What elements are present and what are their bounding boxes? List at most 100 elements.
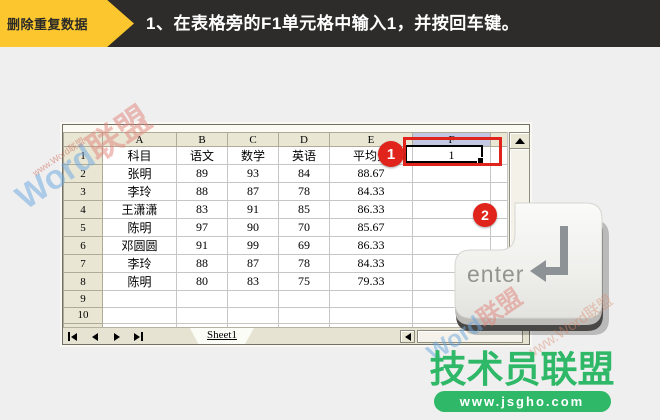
cell[interactable]: 陈明 — [102, 218, 177, 237]
first-sheet-button[interactable] — [65, 330, 80, 343]
sheet-row: 1 科目 语文 数学 英语 平均分 1 — [63, 146, 516, 165]
select-all-corner[interactable] — [63, 132, 103, 147]
row-header-2[interactable]: 2 — [63, 164, 103, 183]
highlight-rectangle-f1 — [403, 137, 502, 166]
prev-sheet-button[interactable] — [87, 330, 102, 343]
cell[interactable]: 93 — [227, 164, 279, 183]
cell[interactable] — [278, 290, 330, 308]
banner-tag-arrow: 删除重复数据 — [0, 0, 134, 47]
banner: 删除重复数据 1、在表格旁的F1单元格中输入1，并按回车键。 — [0, 0, 660, 47]
cell[interactable]: 84.33 — [329, 254, 413, 273]
cell[interactable]: 邓圆圆 — [102, 236, 177, 255]
banner-tag-label: 删除重复数据 — [7, 17, 89, 32]
sheet-row: 2 张明 89 93 84 88.67 — [63, 164, 516, 183]
cell[interactable]: 陈明 — [102, 272, 177, 291]
cell[interactable] — [102, 306, 177, 325]
cell[interactable]: 78 — [278, 182, 330, 201]
row-header-6[interactable]: 6 — [63, 236, 103, 255]
cell[interactable]: 数学 — [227, 146, 279, 165]
row-header-9[interactable]: 9 — [63, 290, 103, 308]
cell[interactable] — [176, 290, 228, 308]
column-header-D[interactable]: D — [278, 132, 330, 147]
step-1-badge: 1 — [378, 141, 404, 167]
cell[interactable]: 英语 — [278, 146, 330, 165]
row-header-10[interactable]: 10 — [63, 306, 103, 325]
cell[interactable]: 80 — [176, 272, 228, 291]
scroll-left-button[interactable] — [400, 330, 415, 343]
cell[interactable]: 78 — [278, 254, 330, 273]
step-2-badge: 2 — [473, 203, 497, 227]
cell[interactable]: 97 — [176, 218, 228, 237]
cell[interactable]: 88 — [176, 254, 228, 273]
row-header-7[interactable]: 7 — [63, 254, 103, 273]
last-sheet-button[interactable] — [131, 330, 146, 343]
sheet-tab[interactable]: Sheet1 — [190, 328, 254, 344]
left-arrow-icon — [71, 332, 77, 341]
cell[interactable]: 69 — [278, 236, 330, 255]
cell[interactable]: 89 — [176, 164, 228, 183]
cell[interactable]: 科目 — [102, 146, 177, 165]
return-arrow-icon — [530, 226, 568, 282]
enter-key-label: enter — [467, 261, 524, 287]
row-header-1[interactable]: 1 — [63, 146, 103, 165]
left-arrow-icon — [404, 332, 411, 341]
column-header-B[interactable]: B — [176, 132, 228, 147]
cell[interactable] — [412, 200, 491, 219]
next-sheet-button[interactable] — [109, 330, 124, 343]
column-header-C[interactable]: C — [227, 132, 279, 147]
left-arrow-icon — [91, 332, 98, 341]
site-logo: 技术员联盟 www.jsgho.com — [427, 349, 617, 412]
cell[interactable]: 语文 — [176, 146, 228, 165]
sheet-row: 5 陈明 97 90 70 85.67 — [63, 218, 516, 237]
cell[interactable]: 91 — [176, 236, 228, 255]
cell[interactable]: 91 — [227, 200, 279, 219]
cell[interactable]: 李玲 — [102, 254, 177, 273]
instruction-text: 1、在表格旁的F1单元格中输入1，并按回车键。 — [146, 14, 520, 33]
cell[interactable] — [227, 306, 279, 325]
sheet-row: 6 邓圆圆 91 99 69 86.33 — [63, 236, 516, 255]
cell[interactable]: 李玲 — [102, 182, 177, 201]
cell[interactable]: 79.33 — [329, 272, 413, 291]
cell[interactable]: 75 — [278, 272, 330, 291]
cell[interactable]: 张明 — [102, 164, 177, 183]
cell[interactable]: 84 — [278, 164, 330, 183]
cell[interactable] — [278, 306, 330, 325]
row-header-5[interactable]: 5 — [63, 218, 103, 237]
cell[interactable] — [329, 290, 413, 308]
spreadsheet-top-strip — [63, 125, 529, 132]
cell[interactable] — [329, 306, 413, 325]
cell[interactable]: 85 — [278, 200, 330, 219]
site-logo-title: 技术员联盟 — [429, 349, 615, 390]
cell[interactable]: 85.67 — [329, 218, 413, 237]
scroll-up-button[interactable] — [509, 132, 530, 149]
cell[interactable] — [102, 290, 177, 308]
cell[interactable]: 83 — [176, 200, 228, 219]
cell[interactable] — [227, 290, 279, 308]
cell[interactable] — [176, 306, 228, 325]
right-arrow-icon — [134, 332, 140, 341]
cell[interactable]: 87 — [227, 254, 279, 273]
sheet-tab-bar: Sheet1 — [63, 327, 529, 344]
cell[interactable] — [412, 164, 491, 183]
cell[interactable]: 88.67 — [329, 164, 413, 183]
bar-icon — [141, 332, 143, 341]
cell[interactable]: 87 — [227, 182, 279, 201]
cell[interactable]: 88 — [176, 182, 228, 201]
row-header-4[interactable]: 4 — [63, 200, 103, 219]
row-header-8[interactable]: 8 — [63, 272, 103, 291]
cell[interactable]: 84.33 — [329, 182, 413, 201]
enter-key-image: enter — [454, 202, 609, 335]
cell[interactable]: 86.33 — [329, 236, 413, 255]
right-arrow-icon — [113, 332, 120, 341]
sheet-row: 9 — [63, 290, 516, 308]
cell[interactable]: 83 — [227, 272, 279, 291]
cell[interactable]: 70 — [278, 218, 330, 237]
column-header-A[interactable]: A — [102, 132, 177, 147]
cell[interactable]: 99 — [227, 236, 279, 255]
cell[interactable]: 86.33 — [329, 200, 413, 219]
cell[interactable]: 王潇潇 — [102, 200, 177, 219]
sheet-row: 3 李玲 88 87 78 84.33 — [63, 182, 516, 201]
row-header-3[interactable]: 3 — [63, 182, 103, 201]
cell[interactable]: 90 — [227, 218, 279, 237]
